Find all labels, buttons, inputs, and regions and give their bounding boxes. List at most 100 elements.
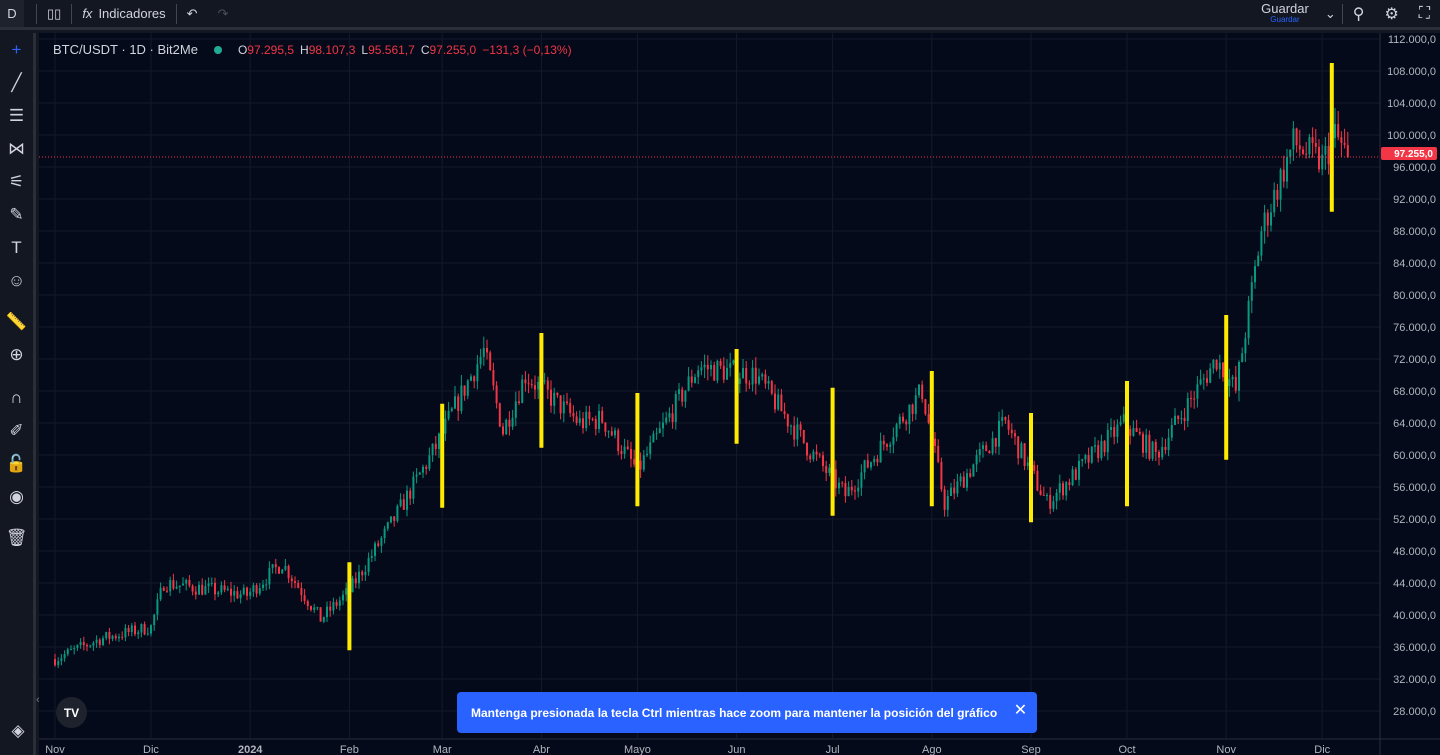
object-tree-icon[interactable]: ◈ bbox=[11, 720, 25, 740]
candle-body bbox=[290, 578, 293, 582]
candle-body bbox=[1282, 169, 1285, 182]
collapse-toolbar-icon[interactable]: ‹ bbox=[36, 694, 40, 706]
time-tick-label: Feb bbox=[340, 744, 359, 755]
candle-body bbox=[745, 367, 748, 384]
candle-body bbox=[799, 424, 802, 430]
candle-body bbox=[255, 585, 258, 594]
price-tick-label: 28.000,0 bbox=[1393, 706, 1436, 718]
quick-search-icon[interactable]: ⚲ bbox=[1352, 5, 1365, 23]
candle-body bbox=[1161, 446, 1164, 458]
candle-body bbox=[1010, 429, 1013, 434]
fullscreen-icon[interactable]: ⛶ bbox=[1418, 4, 1430, 22]
magnet-icon[interactable]: ∩ bbox=[10, 387, 23, 407]
candle-body bbox=[233, 591, 236, 596]
save-button[interactable]: Guardar Guardar bbox=[1251, 0, 1319, 27]
undo-icon[interactable]: ↶ bbox=[186, 5, 198, 21]
candle-body bbox=[1132, 428, 1135, 436]
price-chart[interactable]: 112.000,0 108.000,0 104.000,0 100.000,0 96.0… bbox=[39, 33, 1440, 755]
prediction-icon[interactable]: ⚟ bbox=[8, 171, 25, 191]
candle-body bbox=[898, 416, 901, 425]
chart-area[interactable]: 112.000,0 108.000,0 104.000,0 100.000,0 96.0… bbox=[39, 33, 1440, 755]
candle-body bbox=[710, 364, 712, 370]
candle-body bbox=[406, 490, 408, 510]
trash-icon[interactable]: 🗑 bbox=[5, 527, 28, 547]
candle-body bbox=[313, 607, 316, 610]
candle-body bbox=[316, 607, 319, 609]
candle-body bbox=[489, 352, 492, 371]
candle-body bbox=[1017, 436, 1020, 459]
candle-body bbox=[210, 582, 213, 584]
price-tick-label: 80.000,0 bbox=[1393, 290, 1436, 302]
candles-icon[interactable]: ▯▯ bbox=[47, 5, 62, 21]
candle-body bbox=[191, 585, 194, 592]
candle-body bbox=[98, 639, 101, 645]
candle-body bbox=[1279, 169, 1282, 200]
candle-body bbox=[588, 411, 591, 419]
candle-body bbox=[1004, 417, 1007, 421]
close-icon[interactable]: ✕ bbox=[1013, 702, 1028, 719]
candle-body bbox=[972, 464, 975, 477]
eye-icon[interactable]: ◉ bbox=[9, 486, 24, 506]
candle-body bbox=[646, 453, 648, 456]
settings-icon[interactable]: ⚙ bbox=[1384, 5, 1399, 23]
candle-body bbox=[610, 431, 613, 436]
candle-body bbox=[1298, 145, 1301, 150]
candle-body bbox=[118, 636, 120, 639]
indicators-button[interactable]: fx Indicadores bbox=[72, 0, 175, 27]
candle-body bbox=[1103, 440, 1106, 453]
divider bbox=[175, 3, 177, 24]
candle-body bbox=[351, 578, 354, 592]
emoji-icon[interactable]: ☺ bbox=[7, 270, 26, 290]
candle-body bbox=[329, 606, 332, 611]
candle-body bbox=[498, 403, 501, 427]
redo-icon[interactable]: ↷ bbox=[217, 5, 229, 21]
candle-body bbox=[444, 418, 447, 434]
price-tick-label: 48.000,0 bbox=[1393, 546, 1436, 558]
candle-body bbox=[975, 455, 978, 465]
crosshair-icon[interactable]: + bbox=[11, 39, 22, 59]
candle-body bbox=[978, 448, 981, 456]
candle-body bbox=[1177, 415, 1180, 420]
candle-body bbox=[399, 499, 402, 506]
lock-icon[interactable]: 🔓 bbox=[5, 453, 28, 473]
candle-body bbox=[54, 659, 56, 666]
candle-body bbox=[786, 414, 789, 427]
text-icon[interactable]: T bbox=[11, 237, 22, 257]
chevron-down-icon[interactable]: ⌄ bbox=[1324, 5, 1336, 21]
candle-body bbox=[1263, 212, 1266, 232]
candle-body bbox=[908, 404, 911, 425]
brush-icon[interactable]: ✎ bbox=[9, 204, 24, 224]
interval-button[interactable]: D bbox=[0, 0, 24, 27]
candle-body bbox=[726, 367, 728, 380]
price-tick-label: 112.000,0 bbox=[1388, 34, 1436, 46]
lock-drawing-icon[interactable]: ✐ bbox=[9, 420, 24, 440]
candle-body bbox=[626, 446, 629, 449]
candle-body bbox=[524, 379, 527, 384]
time-tick-label: Jul bbox=[826, 744, 840, 755]
candle-body bbox=[1212, 359, 1215, 369]
pattern-icon[interactable]: ⋈ bbox=[8, 138, 25, 158]
candle-body bbox=[246, 587, 248, 596]
candle-body bbox=[1199, 379, 1202, 385]
candle-body bbox=[761, 374, 764, 377]
trend-line-icon[interactable]: ╱ bbox=[11, 72, 22, 92]
ruler-icon[interactable]: 📏 bbox=[5, 311, 28, 331]
candle-body bbox=[1231, 376, 1234, 380]
candle-body bbox=[236, 591, 239, 599]
fib-lines-icon[interactable]: ☰ bbox=[8, 105, 25, 125]
candle-body bbox=[527, 383, 530, 385]
zoom-in-icon[interactable]: ⊕ bbox=[9, 344, 24, 364]
candle-body bbox=[895, 424, 898, 438]
tradingview-logo[interactable]: TV bbox=[56, 697, 87, 728]
candle-body bbox=[550, 389, 552, 406]
candle-body bbox=[1090, 446, 1093, 463]
candle-body bbox=[1180, 418, 1183, 420]
candle-body bbox=[703, 364, 706, 368]
candle-body bbox=[1036, 470, 1039, 491]
toast-text: Mantenga presionada la tecla Ctrl mientr… bbox=[471, 705, 998, 720]
candle-body bbox=[1087, 455, 1090, 463]
candle-body bbox=[358, 571, 360, 584]
symbol-title[interactable]: BTC/USDT · 1D · Bit2Me bbox=[53, 42, 198, 57]
time-tick-label: Mar bbox=[433, 744, 452, 755]
candle-body bbox=[956, 481, 959, 494]
